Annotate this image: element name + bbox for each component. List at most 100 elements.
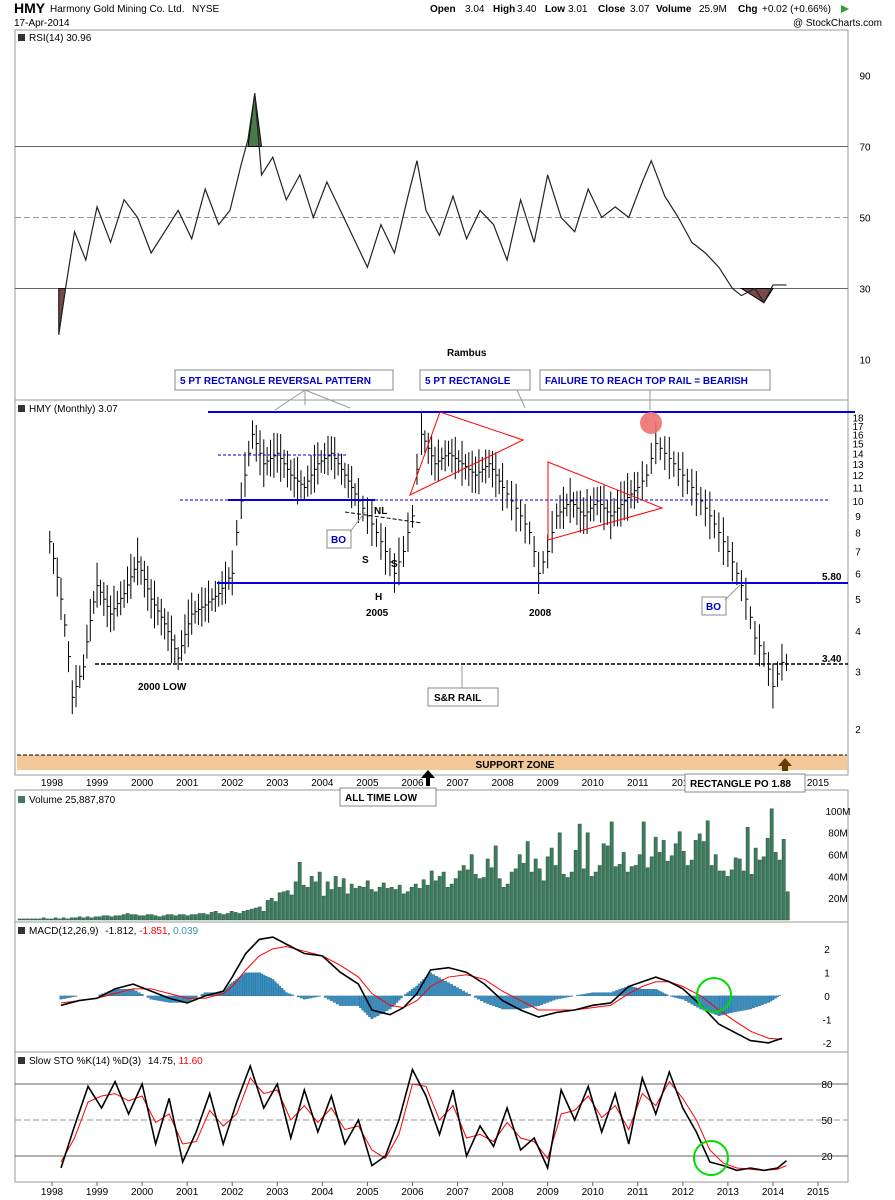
macd-hist-bar xyxy=(763,995,767,1004)
macd-hist-value: 0.039 xyxy=(173,926,198,937)
macd-hist-bar xyxy=(730,995,734,1013)
volume-bar xyxy=(677,831,682,921)
macd-tick-label: -1 xyxy=(823,1015,832,1026)
volume-bar xyxy=(405,891,410,921)
volume-bar xyxy=(277,892,282,921)
price-tick-label: 16 xyxy=(852,430,864,441)
volume-bar xyxy=(409,887,414,921)
volume-bar xyxy=(553,865,558,921)
volume-bar xyxy=(717,870,722,921)
level-580-label: 5.80 xyxy=(822,572,842,583)
macd-hist-bar xyxy=(62,995,66,999)
price-tick-label: 12 xyxy=(852,471,864,482)
volume-bar xyxy=(389,887,394,921)
bottom-year-label: 2009 xyxy=(537,1187,560,1198)
macd-hist-bar xyxy=(537,995,541,1006)
volume-bar xyxy=(285,890,290,921)
macd-hist-bar xyxy=(687,995,691,1003)
price-year-label: 2006 xyxy=(401,778,424,789)
price-year-label: 2011 xyxy=(627,778,649,789)
volume-bar xyxy=(721,870,726,921)
macd-hist-bar xyxy=(582,994,586,997)
price-year-label: 2003 xyxy=(266,778,289,789)
volume-bar xyxy=(109,916,114,921)
volume-bar xyxy=(137,915,142,921)
failure-label: FAILURE TO REACH TOP RAIL = BEARISH xyxy=(539,369,771,410)
macd-hist-bar xyxy=(546,995,550,1003)
macd-hist-bar xyxy=(477,995,481,1000)
volume-bar xyxy=(753,847,758,921)
macd-hist-bar xyxy=(501,995,505,1010)
svg-text:S&R RAIL: S&R RAIL xyxy=(434,693,481,704)
volume-bar xyxy=(577,823,582,921)
volume-bar xyxy=(361,887,366,921)
macd-hist-bar xyxy=(489,995,493,1005)
macd-hist-bar xyxy=(513,995,517,1010)
macd-hist-bar xyxy=(311,995,315,998)
volume-bar xyxy=(513,868,518,921)
price-tick-label: 8 xyxy=(855,529,861,540)
volume-bar xyxy=(433,880,438,921)
macd-hist-bar xyxy=(576,995,580,997)
volume-bar xyxy=(161,915,166,921)
volume-bar xyxy=(249,908,254,921)
sto-panel-frame xyxy=(14,1051,849,1183)
volume-label: Volume xyxy=(656,4,692,15)
volume-bar xyxy=(529,871,534,921)
volume-bar xyxy=(333,876,338,921)
macd-hist-bar xyxy=(495,995,499,1008)
macd-hist-bar xyxy=(558,995,562,999)
macd-hist-bar xyxy=(492,995,496,1006)
macd-hist-bar xyxy=(287,993,291,997)
volume-bar xyxy=(89,917,94,921)
volume-bar xyxy=(649,856,654,921)
volume-bar xyxy=(765,837,770,921)
volume-bar xyxy=(393,889,398,921)
volume-bar xyxy=(317,871,322,921)
macd-hist-bar xyxy=(540,995,544,1005)
chart-date: 17-Apr-2014 xyxy=(14,18,70,29)
svg-text:ALL TIME LOW: ALL TIME LOW xyxy=(345,793,418,804)
volume-bar xyxy=(181,914,186,921)
volume-bar xyxy=(629,866,634,921)
volume-bar xyxy=(289,894,294,921)
volume-bar xyxy=(545,856,550,921)
macd-hist-bar xyxy=(462,990,465,997)
macd-hist-bar xyxy=(438,977,441,997)
volume-bar xyxy=(293,881,298,921)
bottom-year-label: 2000 xyxy=(131,1187,154,1198)
macd-hist-bar xyxy=(185,995,189,1003)
volume-bar xyxy=(369,889,374,921)
price-year-label: 2015 xyxy=(807,778,830,789)
volume-bar xyxy=(729,869,734,921)
svg-text:5 PT RECTANGLE: 5 PT RECTANGLE xyxy=(425,376,511,387)
price-tick-label: 14 xyxy=(852,449,864,460)
volume-bar xyxy=(597,865,602,921)
macd-hist-bar xyxy=(68,995,72,998)
volume-bar xyxy=(125,913,130,921)
bottom-year-label: 2003 xyxy=(266,1187,289,1198)
volume-title: Volume 25,887,870 xyxy=(18,795,116,806)
volume-bar xyxy=(341,878,346,921)
bottom-year-label: 2006 xyxy=(401,1187,424,1198)
bottom-year-label: 2004 xyxy=(311,1187,334,1198)
sto-cross-circle xyxy=(693,1140,729,1176)
volume-bar xyxy=(421,879,426,921)
rsi-tick-label: 30 xyxy=(859,285,871,296)
volume-bar xyxy=(241,911,246,921)
volume-bar xyxy=(33,918,38,921)
volume-bar xyxy=(297,861,302,921)
macd-hist-bar xyxy=(290,994,294,997)
volume-bar xyxy=(469,854,474,921)
nl-line xyxy=(344,511,423,524)
macd-hist-bar xyxy=(347,995,351,1006)
price-tick-label: 7 xyxy=(855,547,861,558)
volume-bar xyxy=(349,883,354,921)
volume-bar xyxy=(61,917,66,921)
macd-hist-bar xyxy=(742,995,746,1011)
macd-hist-bar xyxy=(570,995,574,997)
volume-bar xyxy=(93,916,98,921)
sto-k-line xyxy=(60,1063,787,1172)
macd-hist-bar xyxy=(760,995,764,1005)
macd-hist-bar xyxy=(152,995,156,1000)
